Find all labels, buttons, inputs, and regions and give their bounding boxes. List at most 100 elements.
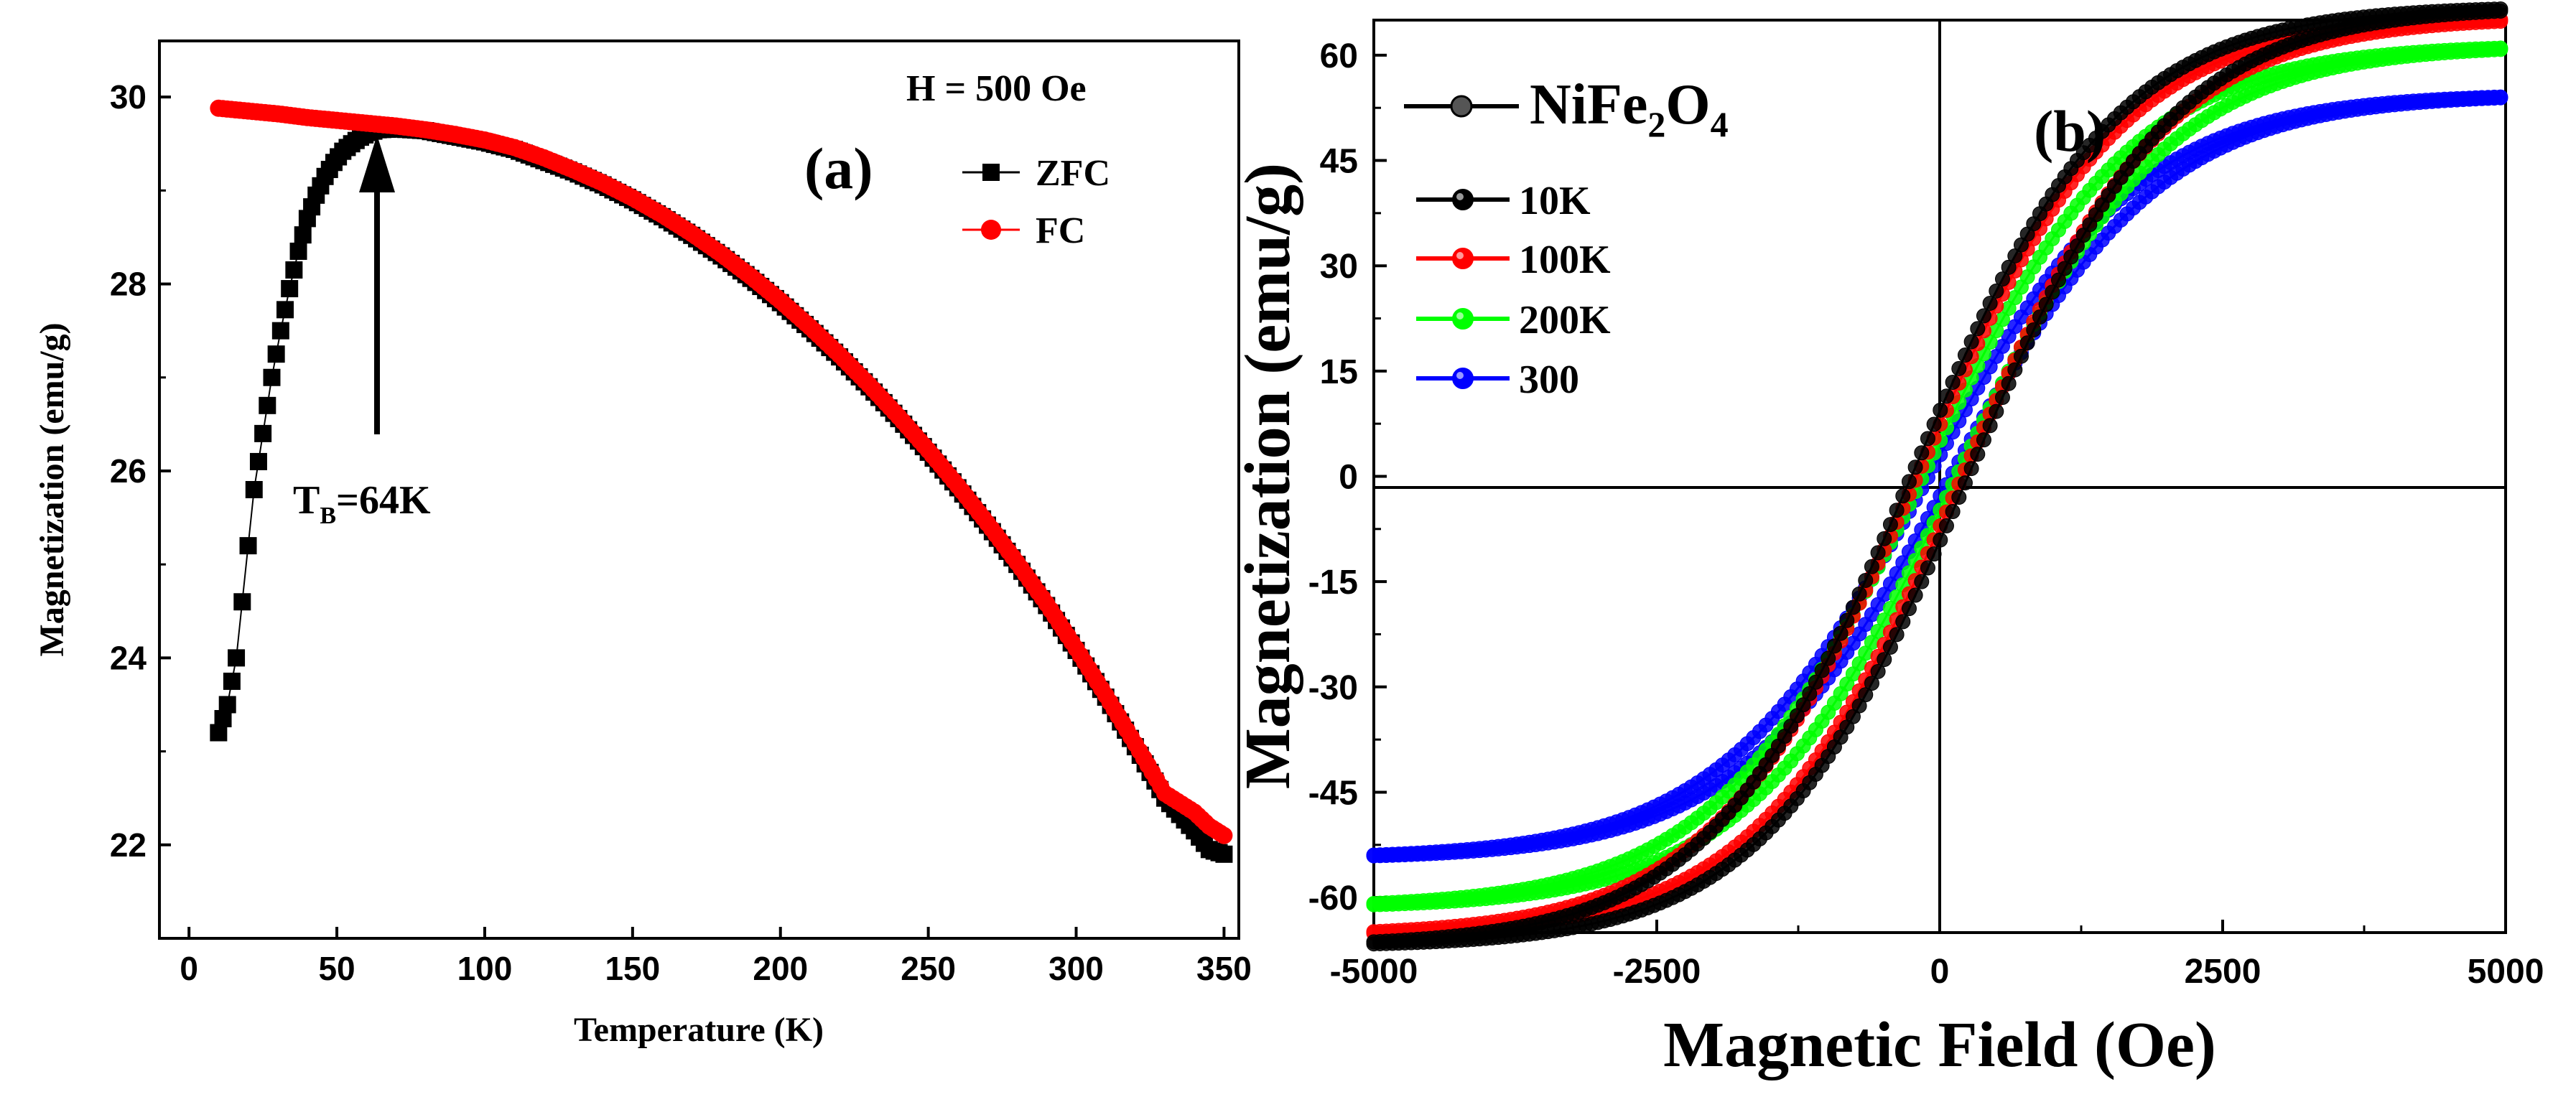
loop-point [2026,322,2042,337]
y-tick-label: 28 [110,266,147,303]
loop-point [1933,402,1948,418]
panel-a-y-axis-label: Magnetization (emu/g) [33,322,71,656]
formula-nife: NiFe [1530,73,1647,136]
loop-point [2045,284,2060,300]
loop-point [1864,676,1879,691]
zfc-point [218,696,236,714]
x-tick-label: 5000 [2468,953,2544,991]
loop-point [1851,586,1867,602]
y-tick-label: -60 [1308,879,1358,918]
zfc-point [245,481,263,498]
legend-marker-highlight [1456,372,1464,379]
y-tick-label: 22 [110,826,147,864]
panel-a-zfc-fc-chart: 0 50 100 150 200 250 300 350 22 24 26 28 30 Tempera… [33,39,1252,1049]
x-tick-label: 350 [1196,950,1252,987]
zfc-point [285,261,303,279]
x-tick-label: 150 [605,950,660,987]
panel-b-series [1366,1,2508,952]
loop-point [2050,272,2066,288]
loop-point [1926,546,1942,562]
loop-point [2019,335,2035,351]
zfc-point [289,242,307,260]
tb-subscript: B [320,503,336,529]
hysteresis-loop-200K [1366,40,2508,912]
formula-sub-2: 2 [1647,104,1665,144]
loop-point [1994,390,2010,406]
y-tick-label: 30 [1320,248,1358,286]
loop-point [1945,504,1961,520]
x-tick-label: 2500 [2185,953,2261,991]
tb-value: =64K [336,478,431,523]
loop-point [1901,601,1917,617]
panel-a-plot-frame [158,39,1240,940]
fc-point [1215,826,1233,844]
loop-point [1845,599,1861,615]
loop-point [2493,42,2508,57]
panel-b-y-axis-label: Magnetization (emu/g) [1232,163,1303,789]
loop-point [1839,612,1855,628]
zfc-point [228,649,246,667]
zfc-point [254,424,272,442]
loop-point [1933,532,1948,548]
y-tick-label: 26 [110,452,147,490]
loop-point [1808,674,1823,690]
loop-point [1858,572,1874,588]
x-tick-label: 100 [457,950,513,987]
loop-point [1907,459,1923,475]
loop-point [1889,627,1905,643]
loop-point [1895,614,1911,630]
loop-point [1945,374,1961,390]
y-tick-label: 45 [1320,143,1358,181]
loop-point [1877,652,1892,668]
loop-point [1976,432,1991,448]
blocking-temperature-annotation: TB=64K [293,135,431,529]
loop-point [1951,490,1967,505]
loop-point [1833,625,1849,641]
loop-point [1920,431,1935,447]
loop-point [1989,283,2004,299]
formula-o: O [1665,73,1710,136]
x-tick-label: -2500 [1613,953,1701,991]
panel-a-x-axis-label: Temperature (K) [574,1011,824,1049]
loop-point [1802,686,1818,701]
tb-symbol: T [293,478,320,523]
loop-point [1951,360,1967,376]
loop-point [1957,475,1973,491]
loop-point [1882,639,1898,655]
loop-point [2013,348,2029,364]
loop-point [1821,650,1836,666]
zfc-point [276,301,294,319]
x-tick-label: 50 [318,950,355,987]
legend-label-200K: 200K [1519,298,1611,342]
panel-a-series [210,99,1233,863]
panel-a-label: (a) [804,136,873,201]
hysteresis-loop-100K [1366,11,2508,941]
legend-marker-highlight [1456,193,1464,200]
panel-b-legend: NiFe2O4 10K 100K 200K 300 [1404,73,1729,402]
legend-zfc-marker [982,164,1000,181]
loop-point [2001,375,2017,391]
loop-point [1970,447,1986,462]
loop-point [1895,488,1911,504]
legend-title-formula: NiFe2O4 [1530,73,1729,144]
y-tick-label: 0 [1339,459,1358,497]
x-tick-label: 0 [180,950,198,987]
y-tick-label: -30 [1308,669,1358,707]
loop-point [1994,271,2010,287]
legend-fc-label: FC [1036,210,1085,251]
panel-b-x-ticks: -5000 -2500 0 2500 5000 [1330,920,2544,991]
zfc-point [249,452,267,470]
zfc-point [233,593,251,611]
loop-point [1982,295,1998,311]
loop-point [1976,308,1991,324]
legend-label-10K: 10K [1519,179,1591,223]
loop-point [1982,418,1998,434]
zfc-point [267,345,285,363]
y-tick-label: -45 [1308,774,1358,812]
hysteresis-loop-10K [1366,1,2508,952]
loop-point [1870,545,1886,561]
legend-marker-highlight [1456,312,1464,319]
loop-point [1877,531,1892,546]
loop-point [1914,445,1930,461]
